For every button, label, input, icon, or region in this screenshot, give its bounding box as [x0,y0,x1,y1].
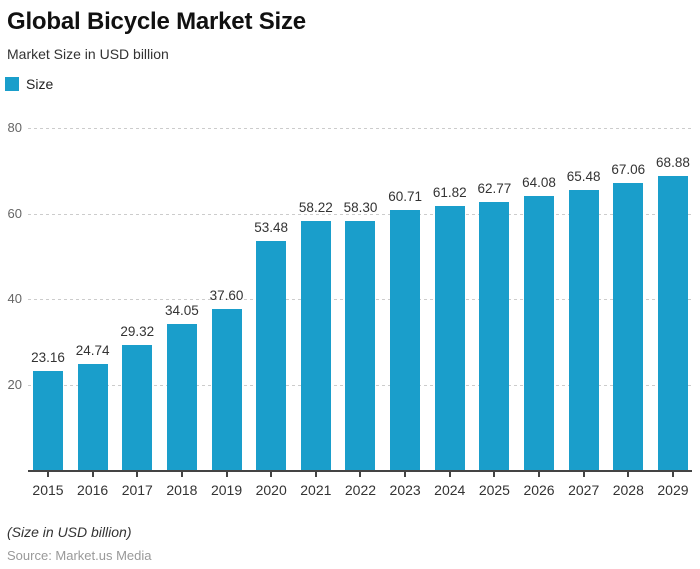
x-tick-label: 2021 [300,482,332,498]
x-axis-tick [627,472,630,477]
x-tick-label: 2016 [77,482,109,498]
chart-subtitle: Market Size in USD billion [7,46,169,62]
legend-swatch-icon [5,77,19,91]
bar-value-label: 23.16 [31,349,65,365]
x-tick-label: 2019 [210,482,243,498]
x-axis-tick [91,472,94,477]
bar-value-label: 68.88 [656,154,690,170]
bar-value-label: 65.48 [566,169,601,185]
x-tick-label: 2029 [657,482,689,498]
x-tick-label: 2028 [612,482,644,498]
x-tick-label: 2017 [121,482,153,498]
bar [524,196,555,470]
x-axis-tick [225,472,228,477]
gridline [28,128,692,129]
x-tick-label: 2027 [568,482,600,498]
x-tick-label: 2020 [255,482,287,498]
bar-value-label: 62.77 [477,180,512,196]
x-axis-tick [136,472,139,477]
x-tick-label: 2024 [434,482,466,498]
page-title: Global Bicycle Market Size [7,8,306,35]
x-axis-tick [314,472,317,477]
bar [613,183,644,470]
x-axis-tick [671,472,674,477]
x-axis-tick [180,472,183,477]
x-tick-label: 2025 [478,482,510,498]
x-axis-tick [448,472,451,477]
bar [256,241,287,470]
bar-value-label: 64.08 [522,175,556,191]
bar-value-label: 53.48 [254,220,289,236]
bar [33,370,63,470]
bar [122,344,153,470]
bar [211,309,242,470]
x-tick-label: 2015 [32,482,64,498]
x-axis-line [28,470,692,472]
x-axis-tick [582,472,585,477]
y-tick-label: 80 [7,120,22,135]
bar [568,190,599,470]
bar-value-label: 58.30 [343,199,378,215]
bar-value-label: 34.05 [165,303,199,319]
x-axis-tick [270,472,273,477]
bar [434,205,465,470]
bar-value-label: 29.32 [120,323,155,339]
legend-label: Size [26,76,54,92]
x-axis-tick [538,472,541,477]
bar-value-label: 37.60 [209,288,244,304]
chart-legend: Size [5,76,53,92]
x-axis-tick [493,472,496,477]
bar [390,210,421,470]
x-axis-tick [47,472,49,477]
y-tick-label: 40 [7,291,22,306]
bar-value-label: 67.06 [611,162,646,178]
chart-footnote: (Size in USD billion) [7,524,132,540]
bar-value-label: 61.82 [432,184,467,200]
chart-source: Source: Market.us Media [7,548,152,563]
bar [479,201,510,470]
gridline [28,213,692,215]
x-tick-label: 2023 [389,482,421,498]
bar-chart-plot-area: 20 40 60 80 23.16 2015 24.74 2016 29.32 2017 34.05… [0,110,700,510]
x-tick-label: 2026 [523,482,555,498]
bar [345,220,376,470]
x-tick-label: 2018 [166,482,198,498]
y-tick-label: 20 [7,376,22,392]
x-axis-tick [404,472,407,477]
bar-value-label: 24.74 [75,343,110,359]
x-tick-label: 2022 [344,482,377,498]
bar [166,324,197,470]
y-tick-label: 60 [7,205,22,221]
bar-value-label: 60.71 [388,189,422,205]
bar [657,175,688,470]
bar-value-label: 58.22 [298,200,333,216]
bar [77,364,108,470]
x-axis-tick [359,472,362,477]
bar [300,221,331,470]
